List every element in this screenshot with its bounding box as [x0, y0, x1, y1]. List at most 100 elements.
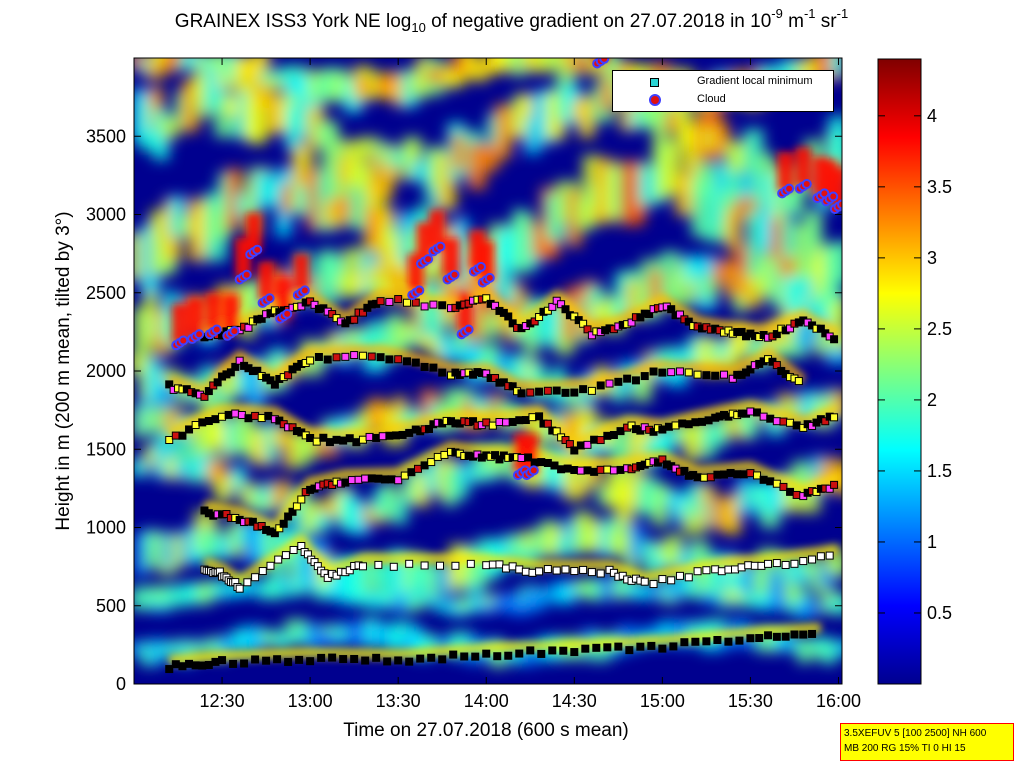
gradient-minimum-marker [720, 370, 728, 379]
x-tick-label: 13:00 [288, 691, 333, 711]
heat-cell [490, 58, 514, 73]
gradient-minimum-marker [257, 414, 266, 423]
heat-cloud-patch [245, 212, 262, 253]
gradient-minimum-marker [257, 314, 266, 323]
cloud-marker [299, 285, 310, 296]
gradient-minimum-marker [645, 310, 654, 319]
gradient-minimum-marker [224, 410, 233, 419]
gradient-minimum-marker [561, 305, 570, 314]
gradient-minimum-marker [204, 661, 213, 670]
gradient-minimum-marker [310, 300, 319, 309]
gradient-minimum-marker [816, 552, 825, 561]
gradient-minimum-marker [427, 458, 436, 467]
gradient-minimum-marker [764, 559, 773, 568]
colorbar [877, 58, 922, 685]
heat-cell [425, 595, 440, 606]
gradient-minimum-marker [587, 386, 596, 395]
gradient-minimum-marker [405, 428, 414, 437]
heat-cloud-patch [222, 294, 239, 334]
gradient-minimum-marker [394, 355, 403, 364]
heat-cell [797, 637, 812, 664]
y-tick-label: 2000 [86, 361, 126, 381]
gradient-minimum-marker [165, 665, 174, 674]
gradient-minimum-marker [609, 431, 618, 440]
gradient-minimum-marker [185, 425, 194, 434]
gradient-minimum-marker [361, 656, 370, 665]
gradient-minimum-marker [603, 643, 612, 652]
cloud-marker [599, 58, 610, 64]
gradient-minimum-marker [680, 638, 689, 647]
gradient-minimum-marker [537, 649, 546, 658]
colorbar-tick-label: 4 [927, 106, 937, 126]
gradient-minimum-marker [667, 576, 676, 585]
gradient-minimum-marker [438, 368, 447, 377]
heat-cell [832, 595, 842, 615]
gradient-minimum-marker [270, 380, 279, 389]
heat-cell [541, 58, 559, 66]
x-tick-label: 16:00 [816, 691, 861, 711]
gradient-minimum-marker [284, 657, 293, 666]
gradient-minimum-marker [292, 502, 301, 511]
heat-cell [835, 240, 842, 284]
gradient-minimum-marker [508, 417, 517, 426]
gradient-minimum-marker [323, 355, 332, 364]
gradient-minimum-marker [583, 440, 592, 449]
heat-cloud-patch [795, 147, 812, 187]
gradient-minimum-marker [372, 653, 381, 662]
gradient-minimum-marker [667, 305, 676, 314]
gradient-minimum-marker [319, 433, 328, 442]
gradient-minimum-marker [191, 421, 200, 430]
gradient-minimum-marker [262, 656, 271, 665]
y-tick-label: 0 [116, 674, 126, 694]
gradient-minimum-marker [367, 352, 376, 361]
heat-cell [225, 96, 241, 118]
gradient-minimum-marker [482, 369, 491, 378]
gradient-minimum-marker [790, 559, 799, 568]
gradient-minimum-marker [570, 466, 579, 475]
gradient-minimum-marker [508, 562, 517, 571]
cloud-marker [828, 191, 839, 202]
cloud-marker [837, 199, 842, 210]
legend: Gradient local minimum Cloud [612, 70, 834, 112]
gradient-minimum-marker [750, 561, 759, 570]
gradient-minimum-marker [693, 473, 702, 482]
gradient-minimum-marker [786, 418, 795, 427]
gradient-minimum-marker [491, 374, 500, 383]
heat-cell [405, 600, 423, 612]
gradient-minimum-marker [711, 371, 720, 380]
gradient-minimum-marker [616, 465, 625, 474]
gradient-minimum-marker [799, 630, 808, 639]
gradient-minimum-marker [345, 566, 354, 575]
gradient-minimum-marker [491, 451, 500, 460]
heat-cell [522, 58, 538, 71]
gradient-minimum-marker [552, 566, 561, 575]
gradient-minimum-marker [240, 659, 249, 668]
gradient-minimum-marker [266, 561, 275, 570]
heat-cell [500, 58, 521, 67]
gradient-minimum-marker [733, 470, 742, 479]
heat-cell [576, 58, 594, 74]
gradient-minimum-marker [684, 317, 693, 326]
gradient-minimum-marker [766, 414, 775, 423]
gradient-minimum-marker [402, 298, 411, 307]
gradient-minimum-marker [306, 433, 315, 442]
gradient-minimum-marker [671, 421, 680, 430]
gradient-minimum-marker [726, 468, 735, 477]
heat-cloud-patch [171, 303, 188, 343]
heat-cell [578, 95, 596, 138]
heat-cell [389, 148, 406, 169]
gradient-minimum-marker [530, 458, 539, 467]
gradient-minimum-marker [279, 519, 288, 528]
gradient-minimum-marker [552, 386, 561, 395]
info-line-1: 3.5XEFUV 5 [100 2500] NH 600 [844, 728, 987, 739]
gradient-minimum-marker [376, 353, 385, 362]
gradient-minimum-marker [537, 458, 546, 467]
gradient-minimum-marker [352, 438, 361, 447]
heat-cell [482, 310, 500, 339]
heat-cell [828, 116, 842, 163]
gradient-minimum-marker [700, 473, 709, 482]
heat-cell [375, 560, 390, 600]
gradient-minimum-marker [711, 565, 720, 574]
gradient-minimum-marker [640, 577, 649, 586]
cloud-marker [282, 308, 293, 319]
